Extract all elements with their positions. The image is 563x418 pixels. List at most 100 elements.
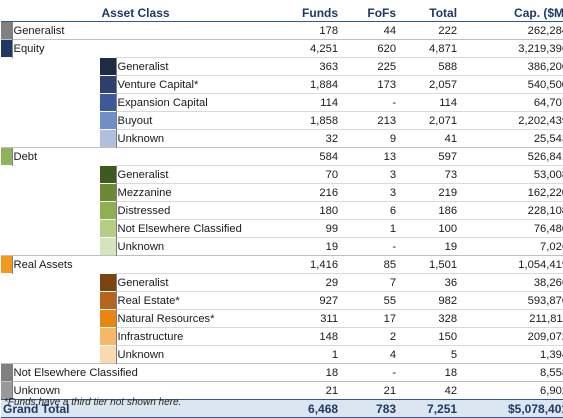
cap-value: 211,811 [461,309,563,328]
total-value: 36 [400,273,462,292]
fofs-value: 17 [342,309,401,328]
category-color-swatch [1,256,12,274]
total-value: 588 [400,57,462,76]
subcategory-name: Generalist [115,165,273,184]
fofs-value: 44 [342,21,401,40]
fofs-value: 3 [342,183,401,202]
fofs-value: - [342,237,401,256]
category-color-swatch [1,382,12,399]
cap-value: 1,394 [461,345,563,364]
subcategory-color-swatch-cell [100,274,116,292]
fofs-value: 55 [342,291,401,310]
subcategory-color-swatch [100,237,116,255]
table-header-row: Asset Class Funds FoFs Total Cap. ($M) [1,4,563,22]
cap-value: 7,026 [461,237,563,256]
subcategory-color-swatch-cell [100,58,116,76]
subcategory-color-swatch-cell [100,292,116,310]
funds-value: 178 [272,21,343,40]
subcategory-color-swatch [100,220,116,237]
funds-value: 180 [272,201,343,220]
funds-value: 19 [272,237,343,256]
funds-value: 4,251 [272,39,343,58]
total-value: 186 [400,201,462,220]
subcategory-color-swatch [100,345,116,363]
category-color-swatch-cell [1,381,12,400]
header-funds: Funds [272,4,343,22]
subcategory-color-swatch [100,76,116,93]
fofs-value: - [342,363,401,382]
subcategory-name: Expansion Capital [115,93,273,112]
fofs-value: 13 [342,147,401,166]
indent-spacer [1,238,100,256]
total-value: 18 [400,363,462,382]
cap-value: 8,558 [461,363,563,382]
indent-spacer [1,346,100,364]
subcategory-color-swatch [100,202,116,219]
indent-spacer [1,94,100,112]
subcategory-color-swatch-cell [100,328,116,346]
total-value: 42 [400,381,462,400]
subcategory-name: Generalist [115,273,273,292]
cap-value: 38,266 [461,273,563,292]
indent-spacer [1,292,100,310]
subcategory-color-swatch [100,310,116,327]
total-value: 100 [400,219,462,238]
category-name: Unknown [11,381,273,400]
subcategory-color-swatch [100,184,116,201]
category-name: Real Assets [11,255,273,274]
subcategory-color-swatch [100,129,116,147]
indent-spacer [1,274,100,292]
cap-value: 162,220 [461,183,563,202]
indent-spacer [1,130,100,148]
cap-value: 25,543 [461,129,563,148]
subcategory-color-swatch-cell [100,310,116,328]
total-value: 597 [400,147,462,166]
grand-total-fofs: 783 [342,399,401,418]
header-fofs: FoFs [342,4,401,22]
category-color-swatch [1,40,12,58]
subcategory-name: Unknown [115,345,273,364]
category-color-swatch-cell [1,255,12,274]
subcategory-color-swatch [100,166,116,183]
subcategory-name: Generalist [115,57,273,76]
funds-value: 363 [272,57,343,76]
category-color-swatch-cell [1,147,12,166]
subcategory-name: Not Elsewhere Classified [115,219,273,238]
fofs-value: 3 [342,165,401,184]
subcategory-name: Unknown [115,129,273,148]
fofs-value: - [342,93,401,112]
funds-value: 21 [272,381,343,400]
funds-value: 216 [272,183,343,202]
subcategory-name: Natural Resources* [115,309,273,328]
subcategory-color-swatch-cell [100,129,116,148]
fofs-value: 225 [342,57,401,76]
cap-value: 228,108 [461,201,563,220]
total-value: 222 [400,21,462,40]
subcategory-name: Buyout [115,111,273,130]
funds-value: 1 [272,345,343,364]
total-value: 2,071 [400,111,462,130]
category-color-swatch [1,364,12,381]
total-value: 982 [400,291,462,310]
category-name: Generalist [11,21,273,40]
grand-total-funds: 6,468 [272,399,343,418]
total-value: 150 [400,327,462,346]
funds-value: 1,858 [272,111,343,130]
total-value: 41 [400,129,462,148]
category-name: Equity [11,39,273,58]
indent-spacer [1,310,100,328]
indent-spacer [1,184,100,202]
subcategory-color-swatch-cell [100,112,116,130]
category-color-swatch-cell [1,21,12,40]
cap-value: 1,054,419 [461,255,563,274]
